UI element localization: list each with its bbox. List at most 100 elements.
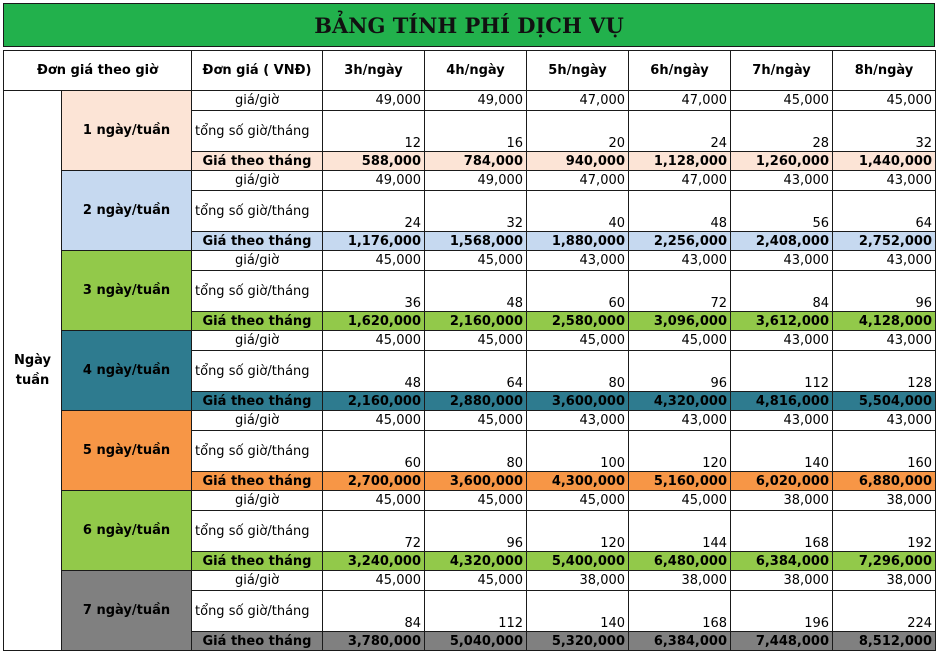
cell-rate: 45,000 xyxy=(424,250,528,271)
cell-monthly: 2,408,000 xyxy=(730,231,834,251)
cell-rate: 47,000 xyxy=(628,170,732,191)
cell-hours: 16 xyxy=(424,110,528,152)
cell-monthly: 6,384,000 xyxy=(628,631,732,651)
cell-rate: 45,000 xyxy=(424,330,528,351)
side-label-weekdays: Ngày tuần xyxy=(3,90,62,651)
cell-monthly: 1,880,000 xyxy=(526,231,630,251)
cell-rate: 45,000 xyxy=(322,410,426,431)
cell-monthly: 4,128,000 xyxy=(832,311,937,331)
cell-rate: 47,000 xyxy=(628,90,732,111)
cell-rate: 38,000 xyxy=(628,570,732,591)
table-row: 5 ngày/tuần giá/giờ 45,000 45,000 43,000 43,0… xyxy=(4,410,937,491)
row-label-hours: tổng số giờ/tháng xyxy=(191,110,324,152)
cell-hours: 196 xyxy=(730,590,834,632)
table-row: Giá theo tháng 3,780,000 5,040,000 5,320,00… xyxy=(4,631,937,651)
cell-rate: 43,000 xyxy=(628,250,732,271)
cell-hours: 20 xyxy=(526,110,630,152)
cell-monthly: 3,780,000 xyxy=(322,631,426,651)
cell-monthly: 1,260,000 xyxy=(730,151,834,171)
row-label-monthly: Giá theo tháng xyxy=(191,391,324,411)
cell-hours: 80 xyxy=(424,430,528,472)
group-label: 3 ngày/tuần xyxy=(60,250,193,331)
table-row: 7 ngày/tuần giá/giờ 45,000 45,000 38,000 38,0… xyxy=(4,570,937,651)
cell-hours: 24 xyxy=(322,190,426,232)
cell-monthly: 2,880,000 xyxy=(424,391,528,411)
cell-hours: 84 xyxy=(322,590,426,632)
cell-rate: 45,000 xyxy=(322,330,426,351)
cell-monthly: 4,320,000 xyxy=(628,391,732,411)
cell-hours: 64 xyxy=(832,190,937,232)
cell-monthly: 6,880,000 xyxy=(832,471,937,491)
cell-rate: 47,000 xyxy=(526,170,630,191)
cell-monthly: 5,160,000 xyxy=(628,471,732,491)
cell-hours: 80 xyxy=(526,350,630,392)
group-label: 2 ngày/tuần xyxy=(60,170,193,251)
row-label-hours: tổng số giờ/tháng xyxy=(191,190,324,232)
page-title: BẢNG TÍNH PHÍ DỊCH VỤ xyxy=(3,3,935,47)
table-row: Ngày tuần 1 ngày/tuần giá/giờ 49,000 49,000 4… xyxy=(3,90,937,651)
cell-rate: 38,000 xyxy=(730,570,834,591)
cell-hours: 100 xyxy=(526,430,630,472)
table-row: 6 ngày/tuần giá/giờ 45,000 45,000 45,000 45,0… xyxy=(4,490,937,571)
row-label-monthly: Giá theo tháng xyxy=(191,311,324,331)
header-hours-col: 7h/ngày xyxy=(730,50,834,91)
cell-monthly: 1,440,000 xyxy=(832,151,937,171)
row-label-hours: tổng số giờ/tháng xyxy=(191,350,324,392)
row-label-rate: giá/giờ xyxy=(191,250,324,271)
cell-rate: 49,000 xyxy=(322,170,426,191)
cell-hours: 96 xyxy=(628,350,732,392)
table-row: 3 ngày/tuần giá/giờ 45,000 45,000 43,000 43,0… xyxy=(4,250,937,331)
cell-monthly: 3,600,000 xyxy=(526,391,630,411)
cell-hours: 48 xyxy=(322,350,426,392)
row-label-hours: tổng số giờ/tháng xyxy=(191,590,324,632)
cell-hours: 72 xyxy=(322,510,426,552)
cell-hours: 32 xyxy=(424,190,528,232)
header-hours-col: 6h/ngày xyxy=(628,50,732,91)
cell-rate: 43,000 xyxy=(526,250,630,271)
row-label-rate: giá/giờ xyxy=(191,410,324,431)
cell-monthly: 2,256,000 xyxy=(628,231,732,251)
cell-monthly: 5,320,000 xyxy=(526,631,630,651)
cell-hours: 192 xyxy=(832,510,937,552)
cell-hours: 120 xyxy=(628,430,732,472)
cell-rate: 43,000 xyxy=(832,330,937,351)
header-hours-col: 8h/ngày xyxy=(832,50,937,91)
cell-rate: 45,000 xyxy=(322,250,426,271)
cell-monthly: 1,620,000 xyxy=(322,311,426,331)
cell-rate: 45,000 xyxy=(424,570,528,591)
cell-monthly: 4,816,000 xyxy=(730,391,834,411)
cell-rate: 43,000 xyxy=(730,330,834,351)
table-row: Giá theo tháng 1,176,000 1,568,000 1,880,00… xyxy=(4,231,937,251)
cell-monthly: 3,096,000 xyxy=(628,311,732,331)
header-hours-col: 4h/ngày xyxy=(424,50,528,91)
table-row: 2 ngày/tuần giá/giờ 49,000 49,000 47,000 47,0… xyxy=(4,170,937,251)
row-label-rate: giá/giờ xyxy=(191,170,324,191)
cell-rate: 49,000 xyxy=(424,170,528,191)
cell-monthly: 3,240,000 xyxy=(322,551,426,571)
table-row: Giá theo tháng 2,160,000 2,880,000 3,600,00… xyxy=(4,391,937,411)
cell-hours: 28 xyxy=(730,110,834,152)
cell-rate: 38,000 xyxy=(832,570,937,591)
cell-monthly: 2,580,000 xyxy=(526,311,630,331)
cell-rate: 45,000 xyxy=(322,570,426,591)
cell-monthly: 1,128,000 xyxy=(628,151,732,171)
group-label: 5 ngày/tuần xyxy=(60,410,193,491)
cell-monthly: 1,176,000 xyxy=(322,231,426,251)
cell-hours: 112 xyxy=(730,350,834,392)
cell-hours: 32 xyxy=(832,110,937,152)
cell-monthly: 6,384,000 xyxy=(730,551,834,571)
cell-rate: 45,000 xyxy=(424,410,528,431)
row-label-hours: tổng số giờ/tháng xyxy=(191,270,324,312)
cell-rate: 43,000 xyxy=(730,170,834,191)
cell-hours: 140 xyxy=(526,590,630,632)
cell-hours: 40 xyxy=(526,190,630,232)
cell-rate: 43,000 xyxy=(832,250,937,271)
group-label: 4 ngày/tuần xyxy=(60,330,193,411)
row-label-monthly: Giá theo tháng xyxy=(191,551,324,571)
table-row: Giá theo tháng 3,240,000 4,320,000 5,400,00… xyxy=(4,551,937,571)
header-unit-price-vnd: Đơn giá ( VNĐ) xyxy=(191,50,324,91)
cell-rate: 45,000 xyxy=(628,490,732,511)
row-label-monthly: Giá theo tháng xyxy=(191,151,324,171)
cell-hours: 48 xyxy=(424,270,528,312)
cell-monthly: 5,504,000 xyxy=(832,391,937,411)
